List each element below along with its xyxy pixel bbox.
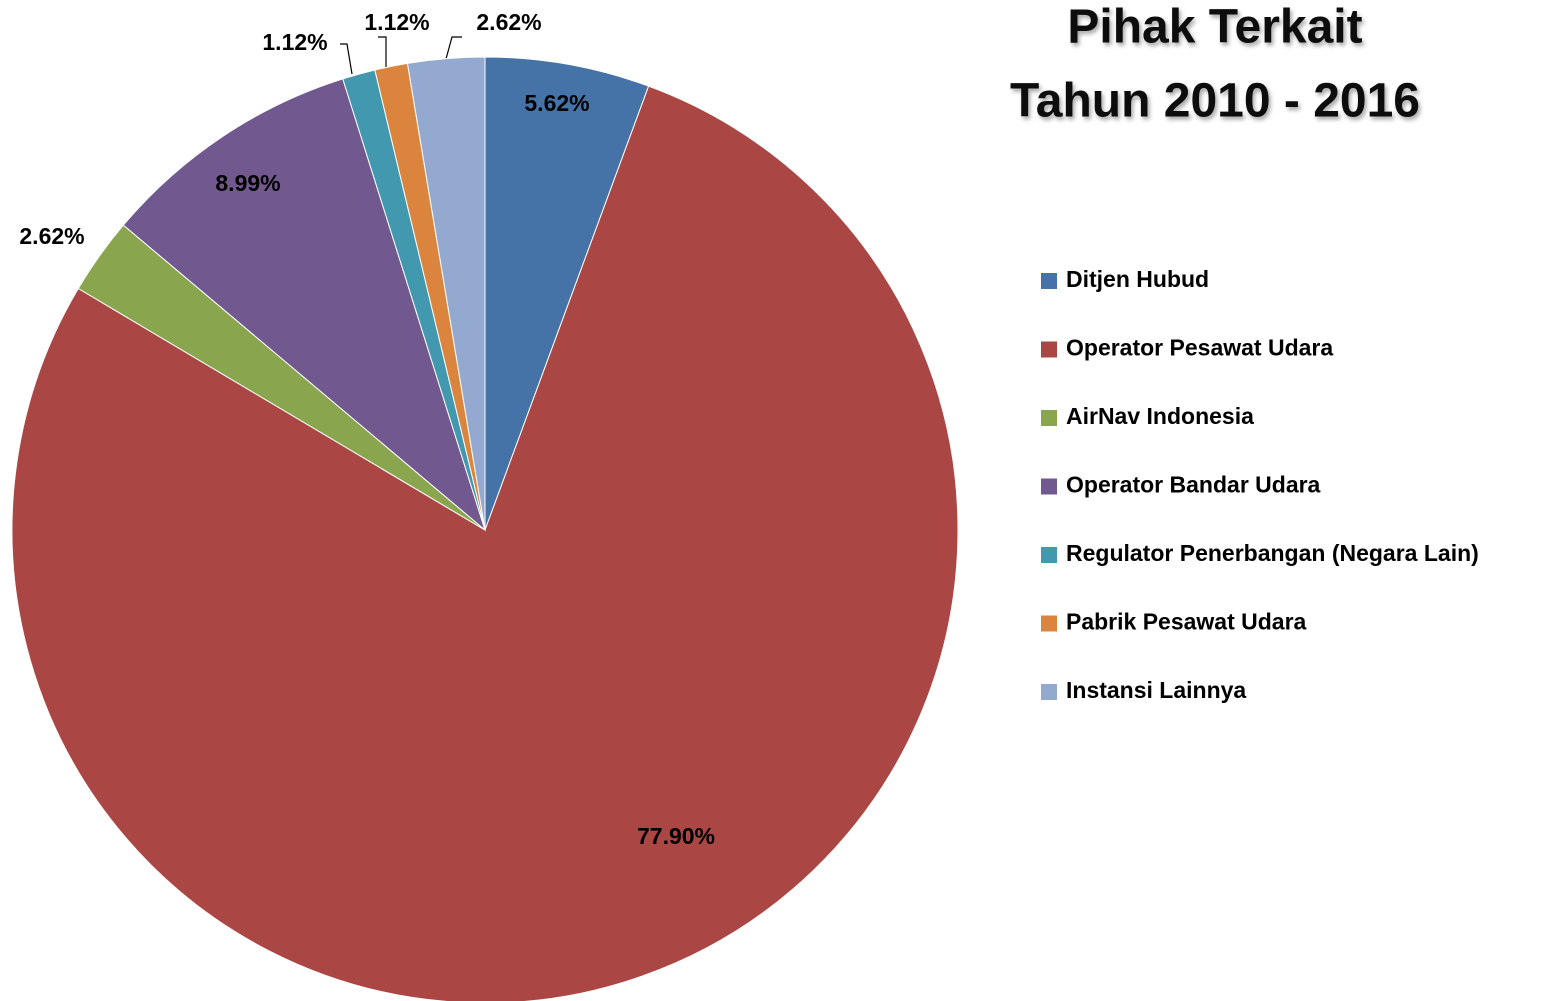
leader-line bbox=[378, 37, 386, 70]
data-label: 1.12% bbox=[364, 9, 429, 35]
legend-swatch bbox=[1041, 273, 1057, 289]
legend-label: AirNav Indonesia bbox=[1066, 403, 1254, 429]
legend-label: Regulator Penerbangan (Negara Lain) bbox=[1066, 540, 1479, 566]
data-label: 2.62% bbox=[476, 9, 541, 35]
legend-label: Ditjen Hubud bbox=[1066, 266, 1209, 292]
data-label: 1.12% bbox=[262, 29, 327, 55]
legend-swatch bbox=[1041, 342, 1057, 358]
chart-title: Tahun 2010 - 2016 bbox=[1010, 75, 1420, 128]
leader-line bbox=[340, 44, 352, 74]
data-label: 8.99% bbox=[215, 170, 280, 196]
legend-swatch bbox=[1041, 684, 1057, 700]
legend-swatch bbox=[1041, 616, 1057, 632]
data-label: 5.62% bbox=[524, 90, 589, 116]
legend-label: Pabrik Pesawat Udara bbox=[1066, 609, 1307, 635]
legend-swatch bbox=[1041, 410, 1057, 426]
legend-swatch bbox=[1041, 547, 1057, 563]
title: Pihak Terkait Tahun 2010 - 2016 bbox=[1010, 1, 1420, 128]
data-label: 2.62% bbox=[19, 223, 84, 249]
legend-swatch bbox=[1041, 479, 1057, 495]
legend-label: Operator Bandar Udara bbox=[1066, 472, 1321, 498]
legend-label: Instansi Lainnya bbox=[1066, 677, 1246, 703]
chart-title: Pihak Terkait bbox=[1067, 1, 1362, 54]
legend-label: Operator Pesawat Udara bbox=[1066, 335, 1333, 361]
chart: Pihak Terkait Tahun 2010 - 2016 5.62% 77.… bbox=[0, 0, 1566, 1001]
data-label: 77.90% bbox=[637, 823, 715, 849]
leader-line bbox=[446, 37, 462, 59]
